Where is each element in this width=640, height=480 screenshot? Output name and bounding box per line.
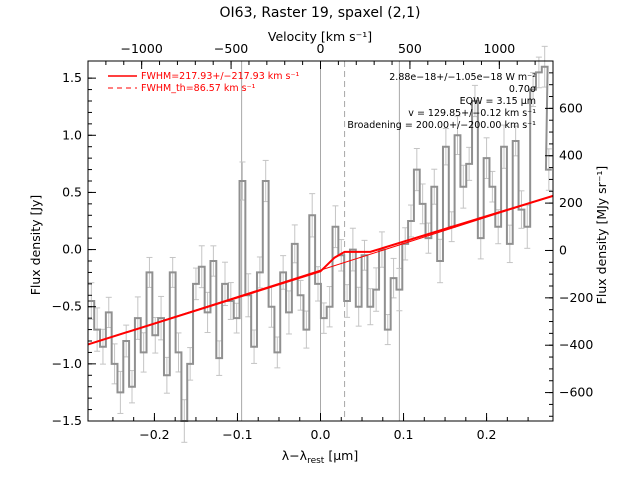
fit-annotations: 2.88e−18+/−1.05e−18 W m⁻² 0.70σ EQW = 3.… [347,72,536,131]
y2-axis-label: Flux density [MJy sr⁻¹] [594,166,609,305]
velocity-tick-label: 0 [317,41,325,56]
fit-line [87,194,554,346]
velocity-tick-label: −1000 [121,41,163,56]
y2-tick-label: −400 [559,337,593,352]
y2-tick-label: −600 [559,385,593,400]
x-axis-label-main: λ−λ [282,448,308,463]
y-tick-label: −0.5 [52,299,82,314]
annotation-flux: 2.88e−18+/−1.05e−18 W m⁻² [389,72,536,83]
spectrum-step-line [88,65,552,422]
y-tick-label: 0.0 [62,242,82,257]
legend-label-fwhm-th: FWHM_th=86.57 km s⁻¹ [141,83,256,94]
legend: FWHM=217.93+/−217.93 km s⁻¹ FWHM_th=86.5… [108,71,300,94]
velocity-tick-label: 1000 [483,41,515,56]
y-tick-label: 1.0 [62,127,82,142]
y2-tick-label: 0 [559,242,567,257]
annotation-broadening: Broadening = 200.00+/−200.00 km s⁻¹ [347,120,536,131]
y2-tick-label: 400 [559,148,583,163]
velocity-tick-label: −500 [214,41,248,56]
y2-tick-label: 200 [559,195,583,210]
y-tick-label: −1.5 [52,413,82,428]
x-tick-label: 0.2 [477,427,497,442]
axes: −0.2 −0.1 0.0 0.1 0.2 −1000 −500 0 500 1000 −1.5 −1… [52,41,594,442]
annotation-sigma: 0.70σ [509,84,536,95]
x-tick-label: 0.1 [394,427,414,442]
data-layer [87,45,554,443]
annotation-eqw: EQW = 3.15 μm [460,96,536,107]
y-tick-label: 0.5 [62,184,82,199]
chart-title: OI63, Raster 19, spaxel (2,1) [220,5,421,21]
x-tick-label: 0.0 [311,427,331,442]
y2-tick-label: −200 [559,290,593,305]
x-tick-label: −0.1 [222,427,252,442]
y-tick-label: −1.0 [52,356,82,371]
legend-label-fwhm: FWHM=217.93+/−217.93 km s⁻¹ [141,71,300,82]
x-axis-label-unit: [μm] [324,448,358,463]
x-axis-label: λ−λrest [μm] [282,448,358,466]
y-tick-label: 1.5 [62,70,82,85]
y-axis-label: Flux density [Jy] [28,195,43,296]
annotation-velocity: v = 129.85+/−0.12 km s⁻¹ [408,108,536,119]
reference-lines [241,61,400,421]
x-axis-label-sub: rest [307,456,325,466]
velocity-tick-label: 500 [398,41,422,56]
x-tick-label: −0.2 [139,427,169,442]
y2-tick-label: 600 [559,100,583,115]
top-axis-label: Velocity [km s⁻¹] [268,29,372,44]
